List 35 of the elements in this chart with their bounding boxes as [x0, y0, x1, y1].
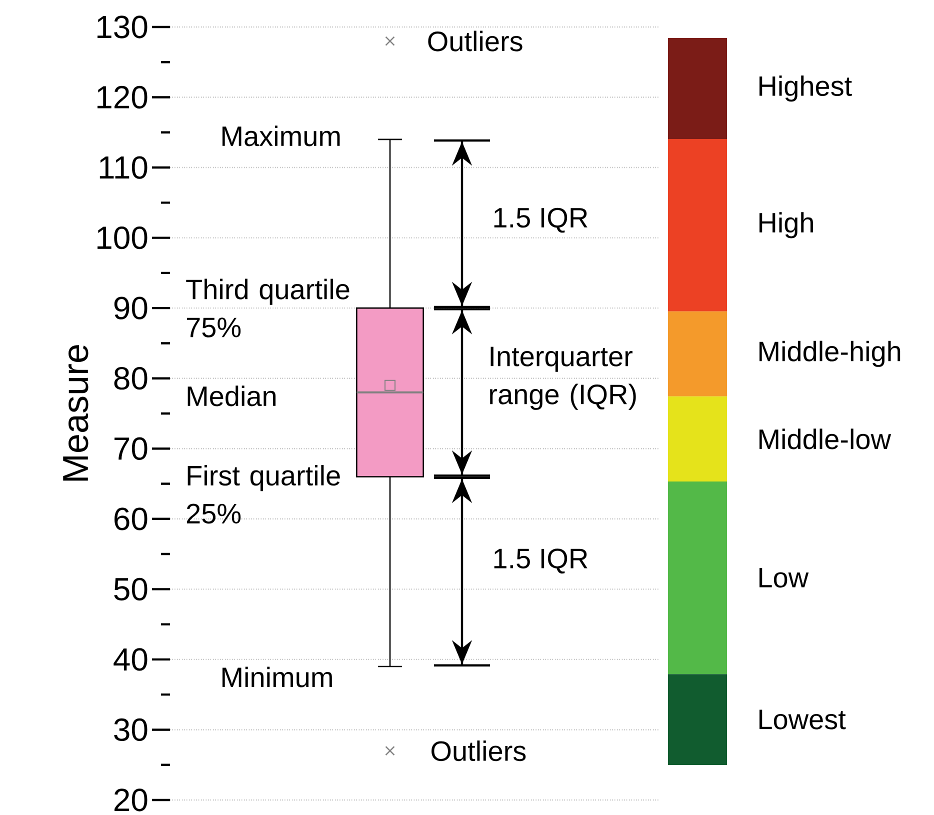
y-tick-label: 40: [114, 648, 148, 671]
annotation: Interquarter range (IQR): [490, 346, 636, 410]
annotation: Third quartile 75%: [186, 278, 350, 338]
y-tick-label: 50: [114, 578, 148, 601]
bar: [668, 312, 728, 397]
y-tick-label: 100: [98, 226, 148, 250]
annotation: Outliers: [428, 30, 522, 52]
series-label: High: [760, 212, 813, 238]
annotation: First quartile 25%: [186, 465, 340, 524]
annotation: 1.5 IQR: [494, 208, 588, 233]
series-label: Highest: [760, 76, 852, 102]
bar: [668, 139, 728, 312]
y-tick-label: 20: [114, 788, 148, 812]
annotation: 1.5 IQR: [494, 548, 588, 574]
bar: [668, 482, 728, 674]
annotation: Maximum: [222, 126, 340, 146]
bar: [668, 396, 728, 482]
y-tick-label: 120: [98, 86, 148, 109]
annotation: Outliers: [432, 740, 526, 762]
y-tick-label: 70: [114, 437, 148, 460]
series-label: Low: [760, 568, 809, 588]
y-tick-label: 130: [98, 16, 148, 38]
annotation: Minimum: [222, 666, 332, 688]
y-tick-label: 90: [114, 296, 148, 320]
annotation: Median: [188, 386, 276, 406]
series-label: Middle-high: [760, 340, 900, 368]
bar: [668, 674, 728, 766]
y-tick-label: 80: [114, 367, 148, 390]
series-label: Lowest: [760, 710, 846, 730]
y-tick-label: 110: [100, 156, 148, 180]
bar: [668, 38, 728, 140]
y-tick-label: 60: [114, 508, 148, 530]
y-axis-title: Measure: [63, 345, 88, 481]
series-label: Middle-low: [760, 428, 892, 450]
y-tick-label: 30: [114, 718, 148, 742]
